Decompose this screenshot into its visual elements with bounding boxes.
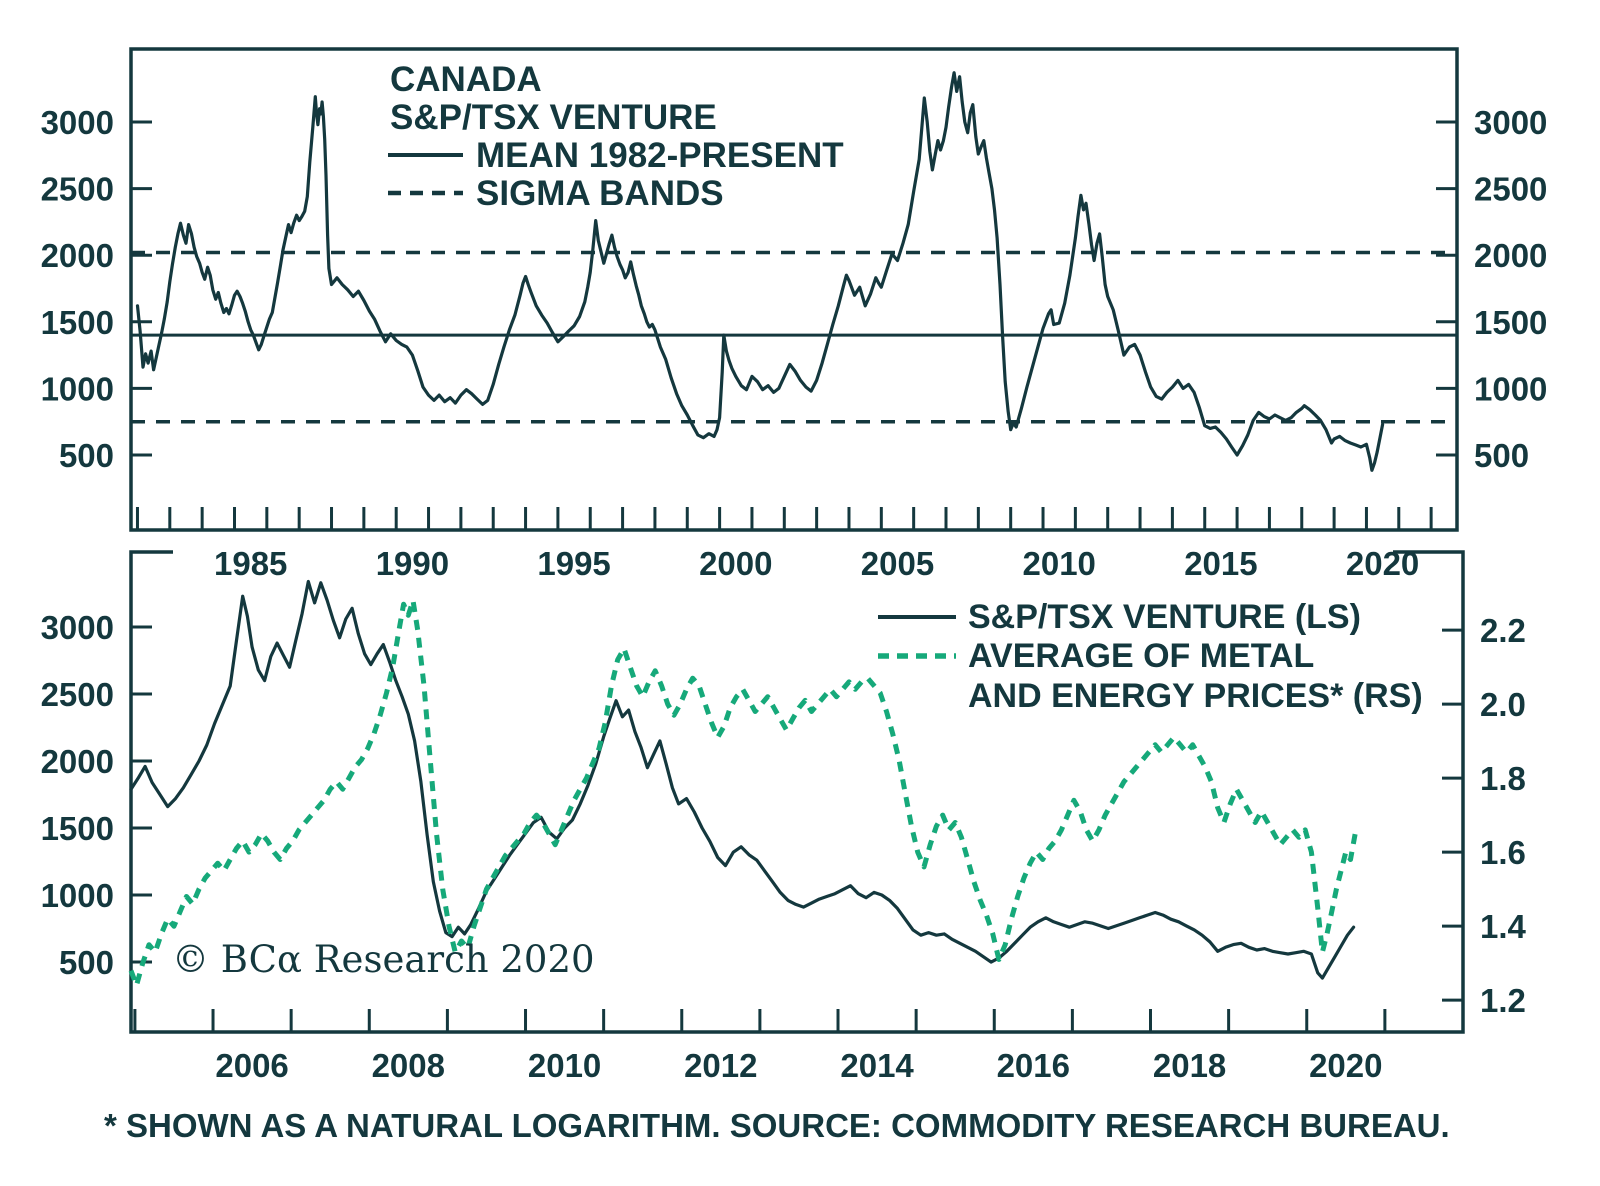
y-tick-label-left: 2500: [41, 676, 114, 713]
x-axis-labels: 2006 2008 2010 2012 2014 2016 2018 2020: [215, 1047, 1382, 1084]
y-tick-label-right: 1.2: [1480, 982, 1526, 1019]
x-axis-labels: 1985 1990 1995 2000 2005 2010 2015 2020: [214, 545, 1419, 582]
venture-vs-commodities: 2006 2008 2010 2012 2014 2016 2018 2020 500 1000 1…: [41, 550, 1527, 1084]
x-tick-label: 2018: [1153, 1047, 1226, 1084]
top-panel-title-line1: CANADA: [390, 60, 542, 99]
x-tick-label: 1985: [214, 545, 287, 582]
x-tick-label: 2008: [372, 1047, 445, 1084]
y-tick-label-left: 2000: [41, 237, 114, 274]
watermark: © BCα Research 2020: [172, 938, 595, 981]
top-panel-title-line2: S&P/TSX VENTURE: [390, 98, 717, 137]
x-tick-label: 2020: [1309, 1047, 1382, 1084]
x-tick-label: 2010: [1022, 545, 1095, 582]
panel-frame: [129, 550, 1465, 1034]
y-tick-label-left: 2500: [41, 171, 114, 208]
x-tick-label: 2005: [861, 545, 934, 582]
y-tick-label-right: 1000: [1474, 370, 1547, 407]
y-tick-label-left: 3000: [41, 609, 114, 646]
legend-label-sigma-bands: SIGMA BANDS: [476, 174, 724, 213]
x-axis-ticks: [135, 507, 1433, 530]
y-tick-label-left: 3000: [41, 104, 114, 141]
venture-history-line: [135, 71, 1385, 472]
x-tick-label: 2016: [997, 1047, 1070, 1084]
y-tick-label-right: 1500: [1474, 304, 1547, 341]
y-tick-label-right: 2.2: [1480, 612, 1526, 649]
y-tick-label-left: 500: [59, 944, 114, 981]
y-tick-label-right: 1.4: [1480, 908, 1527, 945]
y-tick-label-right: 3000: [1474, 104, 1547, 141]
legend-label-commodities-line1: AVERAGE OF METAL: [968, 637, 1315, 675]
x-tick-label: 2014: [840, 1047, 914, 1084]
venture-line: [129, 579, 1356, 980]
left-axis: 500 500 1000 1000 1500 1500 2000 2000 2500 2500 30…: [41, 104, 1548, 474]
x-tick-label: 2012: [684, 1047, 757, 1084]
x-tick-label: 1995: [537, 545, 610, 582]
y-tick-label-left: 1000: [41, 877, 114, 914]
commodity-line: [128, 598, 1358, 988]
footnote: * SHOWN AS A NATURAL LOGARITHM. SOURCE: …: [104, 1107, 1450, 1144]
x-tick-label: 2006: [215, 1047, 288, 1084]
y-tick-label-left: 1000: [41, 370, 114, 407]
x-axis-ticks: [133, 1009, 1387, 1032]
x-tick-label: 1990: [376, 545, 449, 582]
x-tick-label: 2010: [528, 1047, 601, 1084]
y-tick-label-right: 2.0: [1480, 686, 1526, 723]
legend-label-mean: MEAN 1982-PRESENT: [476, 136, 844, 175]
legend-label-commodities-line2: AND ENERGY PRICES* (RS): [968, 677, 1423, 715]
y-tick-label-right: 1.6: [1480, 834, 1526, 871]
y-tick-label-right: 500: [1474, 437, 1529, 474]
y-tick-label-left: 1500: [41, 810, 114, 847]
right-axis: 1.2 1.4 1.6 1.8 2.0 2.2: [1442, 612, 1527, 1019]
y-tick-label-left: 2000: [41, 743, 114, 780]
legend-label-venture-ls: S&P/TSX VENTURE (LS): [968, 598, 1361, 636]
y-tick-label-right: 2500: [1474, 171, 1547, 208]
y-tick-label-right: 2000: [1474, 237, 1547, 274]
panel-frame: [129, 47, 1459, 532]
x-tick-label: 2015: [1184, 545, 1257, 582]
y-tick-label-left: 500: [59, 437, 114, 474]
y-tick-label-left: 1500: [41, 304, 114, 341]
x-tick-label: 2000: [699, 545, 772, 582]
y-tick-label-right: 1.8: [1480, 760, 1526, 797]
left-axis: 500 1000 1500 2000 2500 3000: [41, 609, 152, 981]
